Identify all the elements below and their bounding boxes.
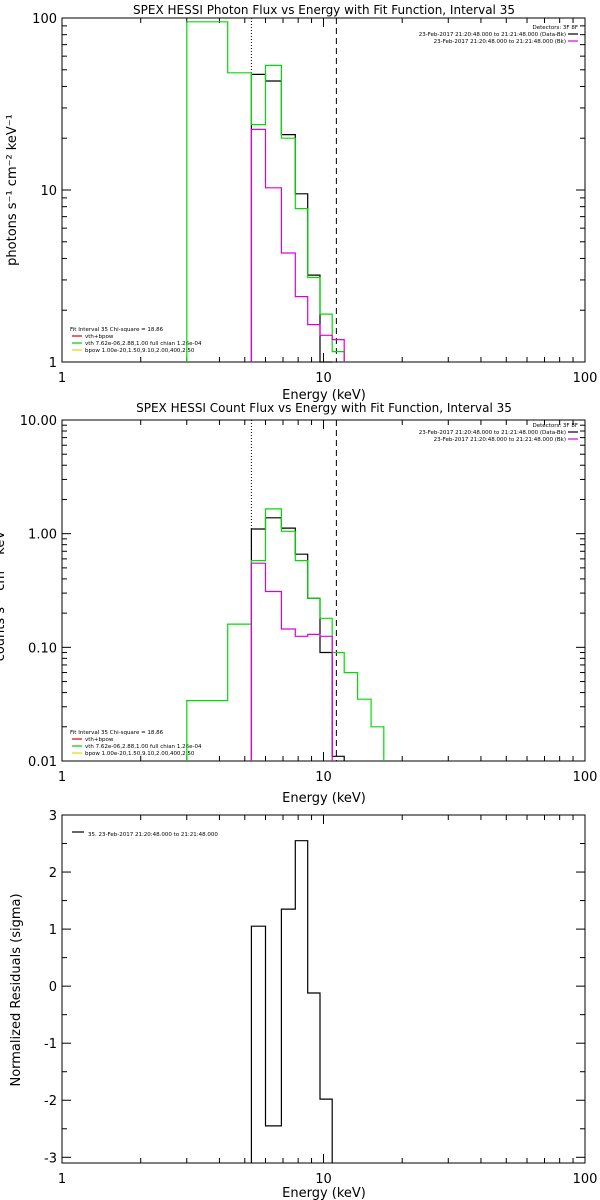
photon-flux-legend-left-entry: bpow 1.00e-20,1.50,9.10,2.00,400,2.50 [85,348,195,354]
photon-flux-panel: SPEX HESSI Photon Flux vs Energy with Fi… [5,3,597,403]
count-flux-ylabel: counts s⁻¹ cm⁻² keV⁻¹ [0,519,8,662]
count-flux-legend-right: Detectors: 3F 8F 23-Feb-2017 21:20:48.00… [419,423,578,443]
residuals-xtick-label: 10 [315,1172,332,1187]
residuals-ytick-label: -2 [44,1094,57,1109]
count-flux-legend-right-entry: 23-Feb-2017 21:20:48.000 to 21:21:48.000… [434,437,566,443]
count-flux-legend-left-entry: vth+bpow [85,737,114,743]
photon-flux-legend-right-entry: 23-Feb-2017 21:20:48.000 to 21:21:48.000… [419,32,566,38]
photon-flux-ylabel: photons s⁻¹ cm⁻² keV⁻¹ [5,114,20,266]
residuals-ytick-label: 1 [49,923,57,938]
photon-flux-ytick-label: 10 [40,184,57,199]
residuals-ytick-label: -3 [44,1151,57,1166]
count-flux-ytick-label: 1.00 [28,528,57,543]
residuals-ylabel: Normalized Residuals (sigma) [9,893,24,1086]
count-flux-series-total_fit [186,508,385,761]
count-flux-legend-left: Fit Interval 35 Chi-square = 18.86 vth+b… [70,730,202,757]
count-flux-panel: SPEX HESSI Count Flux vs Energy with Fit… [0,401,597,806]
photon-flux-legend-left-entry: vth 7.62e-06,2.88,1.00 full chian 1.26e-… [85,341,202,347]
residuals-panel: Energy (keV) Normalized Residuals (sigma… [9,809,597,1200]
photon-flux-legend-left-header: Fit Interval 35 Chi-square = 18.86 [70,327,164,333]
count-flux-legend-right-header: Detectors: 3F 8F [532,423,578,429]
residuals-ytick-label: 0 [49,980,57,995]
photon-flux-legend-left: Fit Interval 35 Chi-square = 18.86 vth+b… [70,327,202,354]
count-flux-ytick-label: 0.01 [28,755,57,770]
photon-flux-xtick-label: 100 [573,371,598,386]
count-flux-legend-left-header: Fit Interval 35 Chi-square = 18.86 [70,730,164,736]
residuals-plot-area: 1 10 100 -3 -2 -1 0 1 2 3 [44,809,597,1187]
photon-flux-xtick-label: 10 [315,371,332,386]
residuals-legend-entry: 35. 23-Feb-2017 21:20:48.000 to 21:21:48… [88,832,218,838]
photon-flux-xlabel: Energy (keV) [282,388,366,403]
photon-flux-ytick-label: 100 [32,12,57,27]
residuals-ytick-label: 2 [49,866,57,881]
photon-flux-title: SPEX HESSI Photon Flux vs Energy with Fi… [133,3,515,17]
residuals-legend: 35. 23-Feb-2017 21:20:48.000 to 21:21:48… [88,832,218,838]
count-flux-legend-right-entry: 23-Feb-2017 21:20:48.000 to 21:21:48.000… [419,430,566,436]
count-flux-legend-left-entry: vth 7.62e-06,2.88,1.00 full chian 1.26e-… [85,744,202,750]
residuals-series-data [250,840,333,1163]
count-flux-xtick-label: 1 [58,770,66,785]
count-flux-title: SPEX HESSI Count Flux vs Energy with Fit… [136,401,512,415]
photon-flux-legend-left-entry: vth+bpow [85,334,114,340]
count-flux-ytick-label: 0.10 [28,641,57,656]
photon-flux-legend-right: Detectors: 3F 8F 23-Feb-2017 21:20:48.00… [419,25,578,45]
count-flux-legend-left-entry: bpow 1.00e-20,1.50,9.10,2.00,400,2.50 [85,751,195,757]
photon-flux-plot-area: 1 10 100 1 10 100 [32,12,597,386]
count-flux-plot-area: 1 10 100 0.01 0.10 1.00 10.00 [20,414,598,785]
count-flux-xtick-label: 10 [315,770,332,785]
residuals-ytick-label: -1 [44,1037,57,1052]
photon-flux-legend-right-header: Detectors: 3F 8F [532,25,578,31]
count-flux-xlabel: Energy (keV) [282,791,366,806]
residuals-xtick-label: 1 [58,1172,66,1187]
count-flux-series-bkg [250,562,333,761]
count-flux-xtick-label: 100 [573,770,598,785]
photon-flux-legend-right-entry: 23-Feb-2017 21:20:48.000 to 21:21:48.000… [434,39,566,45]
photon-flux-ytick-label: 1 [49,356,57,371]
photon-flux-series-bkg [250,128,345,362]
photon-flux-series-total_fit [186,21,345,362]
residuals-ytick-label: 3 [49,809,57,824]
photon-flux-xtick-label: 1 [58,371,66,386]
residuals-xtick-label: 100 [573,1172,598,1187]
residuals-xlabel: Energy (keV) [282,1186,366,1200]
count-flux-ytick-label: 10.00 [20,414,57,429]
